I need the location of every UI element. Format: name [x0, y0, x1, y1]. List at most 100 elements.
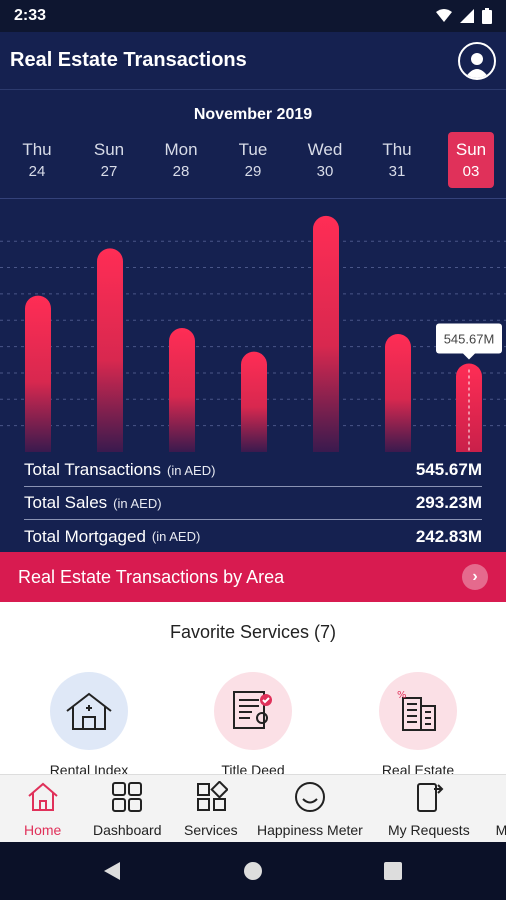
back-icon[interactable]	[102, 861, 122, 881]
chart-svg: 545.67M	[0, 215, 506, 452]
chart-bar-27[interactable]	[97, 248, 123, 452]
chart-bar-28[interactable]	[169, 328, 195, 452]
day-name: Tue	[238, 140, 268, 159]
requests-icon	[416, 783, 444, 812]
day-24[interactable]: Thu 24	[14, 132, 60, 188]
favorite-rental-index[interactable]: Rental Index	[19, 672, 159, 774]
home-circle-icon[interactable]	[244, 862, 262, 880]
fav-label: Real Estate	[381, 762, 455, 774]
more-icon	[488, 781, 506, 813]
day-number: 29	[244, 163, 262, 180]
total-value: 242.83M	[415, 526, 482, 546]
wifi-icon	[436, 9, 452, 22]
home-icon	[28, 782, 58, 811]
nav-home[interactable]: Home	[24, 781, 61, 838]
day-name: Sun	[455, 140, 487, 159]
total-sales-row: Total Sales (in AED) 293.23M	[24, 487, 482, 520]
divider	[0, 198, 506, 199]
fav-icon-circle	[50, 672, 128, 750]
day-number: 30	[316, 163, 334, 180]
nav-services[interactable]: Services	[184, 780, 238, 838]
total-label: Total Transactions	[24, 460, 162, 479]
dashboard-icon	[112, 782, 143, 812]
total-unit: (in AED)	[113, 495, 162, 511]
app-title: Real Estate Transactions	[10, 49, 247, 71]
fav-label: Rental Index	[49, 762, 129, 774]
recents-icon[interactable]	[384, 862, 402, 880]
day-27[interactable]: Sun 27	[86, 132, 132, 188]
nav-my[interactable]: My	[488, 781, 506, 838]
fav-icon-circle	[214, 672, 292, 750]
favorites-title: Favorite Services (7)	[169, 622, 337, 642]
transactions-by-area-button[interactable]: Real Estate Transactions by Area ›	[0, 552, 506, 602]
nav-label: Home	[24, 822, 62, 838]
services-icon	[196, 780, 229, 811]
total-label: Total Mortgaged	[24, 526, 146, 546]
chart-bar-31[interactable]	[385, 333, 411, 452]
day-name: Mon	[164, 140, 198, 159]
total-unit: (in AED)	[167, 462, 216, 478]
day-03[interactable]: Sun 03	[448, 132, 494, 188]
day-name: Sun	[93, 140, 125, 159]
day-number: 27	[100, 163, 118, 180]
transactions-chart: 545.67M	[0, 200, 506, 452]
area-banner-label: Real Estate Transactions by Area	[18, 566, 285, 587]
transactions-panel: November 2019 Thu 24 Sun 27 Mon 28 Tue 29 Wed 30 T…	[0, 90, 506, 552]
nav-label: My Requests	[388, 822, 470, 838]
profile-avatar-button[interactable]	[458, 41, 496, 80]
totals-list: Total Transactions (in AED) 545.67M Tota…	[0, 454, 506, 553]
chart-bar-29[interactable]	[241, 351, 267, 452]
status-icons	[436, 8, 492, 24]
nav-label: Happiness Meter	[257, 822, 363, 838]
nav-label: My	[488, 822, 506, 838]
status-time: 2:33	[14, 7, 47, 24]
day-number: 03	[462, 163, 480, 180]
total-mortgaged-row: Total Mortgaged (in AED) 242.83M	[24, 520, 482, 553]
chart-tooltip-text: 545.67M	[444, 331, 495, 346]
user-icon	[465, 52, 489, 78]
total-unit: (in AED)	[151, 529, 201, 544]
tooltip-pointer	[463, 353, 475, 360]
nav-label: Services	[184, 822, 238, 838]
building-icon: %	[397, 690, 436, 731]
day-28[interactable]: Mon 28	[158, 132, 204, 188]
title-deed-icon	[233, 691, 272, 729]
favorite-services: Rental Index Title Deed % Real Estate	[0, 672, 506, 774]
nav-my-requests[interactable]: My Requests	[388, 781, 470, 838]
signal-icon	[460, 9, 474, 23]
chevron-right-icon: ›	[462, 564, 488, 590]
day-number: 28	[172, 163, 190, 180]
status-bar: 2:33	[0, 0, 506, 32]
total-value: 293.23M	[415, 493, 482, 512]
smiley-icon	[294, 782, 325, 812]
day-30[interactable]: Wed 30	[302, 132, 348, 188]
chart-bar-24[interactable]	[25, 295, 51, 452]
house-icon	[66, 692, 112, 730]
chart-tooltip	[436, 323, 502, 354]
total-label: Total Sales	[24, 493, 108, 512]
day-number: 31	[388, 163, 406, 180]
day-selector: Thu 24 Sun 27 Mon 28 Tue 29 Wed 30 Thu 31 Sun 03	[0, 132, 506, 188]
day-29[interactable]: Tue 29	[230, 132, 276, 188]
app-bar: Real Estate Transactions	[0, 32, 506, 90]
fav-icon-circle: %	[379, 672, 457, 750]
nav-dashboard[interactable]: Dashboard	[93, 781, 162, 838]
fav-label: Title Deed	[221, 762, 285, 774]
day-name: Wed	[307, 140, 343, 159]
total-value: 545.67M	[415, 460, 482, 479]
favorite-title-deed[interactable]: Title Deed	[183, 672, 323, 774]
battery-icon	[482, 8, 492, 24]
day-name: Thu	[382, 140, 412, 159]
nav-happiness-meter[interactable]: Happiness Meter	[257, 781, 363, 838]
chart-bar-30[interactable]	[313, 215, 339, 452]
day-number: 24	[28, 163, 46, 180]
month-label: November 2019	[193, 106, 313, 123]
day-31[interactable]: Thu 31	[374, 132, 420, 188]
day-name: Thu	[22, 140, 52, 159]
favorite-real-estate[interactable]: % Real Estate	[348, 672, 488, 774]
svg-text:%: %	[397, 690, 407, 701]
total-transactions-row: Total Transactions (in AED) 545.67M	[24, 454, 482, 487]
system-navigation-bar	[0, 842, 506, 900]
bottom-navigation: Home Dashboard Services Happiness Meter …	[0, 774, 506, 842]
nav-label: Dashboard	[93, 822, 162, 838]
